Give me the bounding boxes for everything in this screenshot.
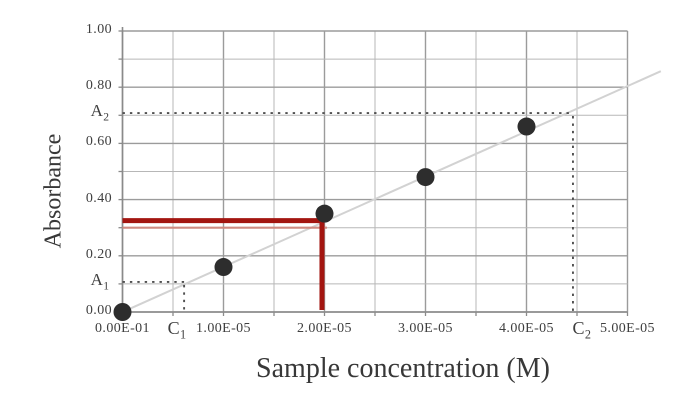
data-point (113, 303, 132, 321)
trend-line (122, 70, 662, 313)
y-tick-label: 0.60 (85, 134, 112, 150)
x-axis-title: Sample concentration (M) (256, 353, 550, 384)
data-point (315, 204, 334, 223)
y-tick-label: 1.00 (85, 22, 112, 37)
x-tick-label: 2.00E-05 (297, 321, 352, 336)
c1-annotation-label: C1 (167, 318, 187, 342)
x-tick-label: 5.00E-05 (600, 321, 655, 336)
y-tick-label: 0.40 (85, 190, 112, 206)
a1-annotation-label: A1 (90, 269, 110, 293)
a2-annotation-label: A2 (90, 101, 110, 124)
y-axis-title: Absorbance (40, 133, 67, 249)
y-tick-label: 0.80 (85, 78, 112, 94)
c2-annotation-label: C2 (572, 318, 592, 342)
data-point (517, 117, 536, 136)
x-tick-label: 1.00E-05 (196, 321, 251, 336)
x-tick-label: 4.00E-05 (499, 321, 554, 336)
data-point (214, 258, 233, 277)
x-tick-label: 3.00E-05 (398, 321, 453, 336)
y-tick-label: 0.20 (85, 246, 112, 262)
y-tick-label: 0.00 (85, 303, 112, 318)
x-tick-label: 0.00E-01 (95, 321, 150, 336)
data-point (416, 168, 435, 187)
